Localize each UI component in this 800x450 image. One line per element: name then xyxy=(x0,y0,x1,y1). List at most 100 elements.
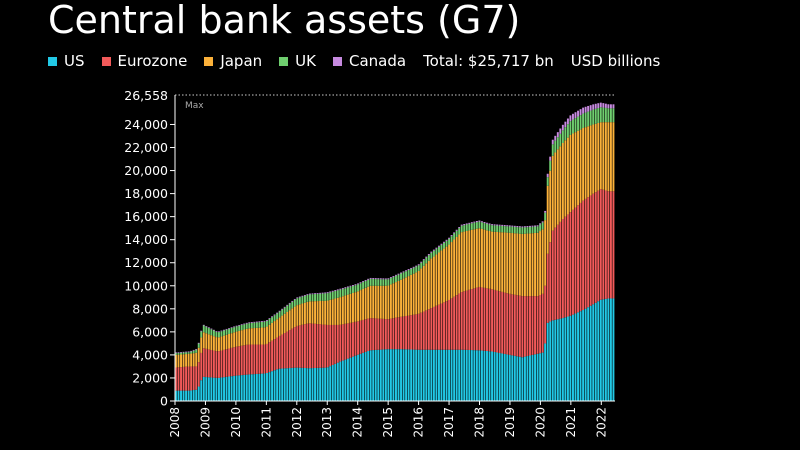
bar-uk-85 xyxy=(389,278,392,285)
bar-canada-126 xyxy=(493,224,496,226)
bar-japan-60 xyxy=(326,300,329,325)
bar-uk-106 xyxy=(443,242,445,249)
bar-eurozone-61 xyxy=(329,324,332,367)
bar-us-125 xyxy=(491,351,494,401)
bar-eurozone-97 xyxy=(420,312,423,350)
bar-canada-129 xyxy=(501,224,504,226)
bar-uk-157 xyxy=(572,119,574,134)
bar-eurozone-45 xyxy=(288,330,291,369)
bar-eurozone-54 xyxy=(311,323,314,369)
bar-us-133 xyxy=(511,355,514,401)
bar-japan-70 xyxy=(352,292,354,323)
bar-eurozone-166 xyxy=(594,192,597,303)
bar-canada-123 xyxy=(486,222,488,224)
bar-japan-32 xyxy=(255,327,258,345)
bar-uk-104 xyxy=(437,246,440,253)
bar-eurozone-70 xyxy=(352,322,354,357)
bar-eurozone-168 xyxy=(599,189,602,300)
bar-us-75 xyxy=(364,351,367,401)
bar-us-43 xyxy=(283,368,286,401)
bar-japan-121 xyxy=(480,228,483,288)
bar-canada-92 xyxy=(407,269,410,271)
bar-japan-40 xyxy=(276,319,279,338)
bar-japan-171 xyxy=(607,122,610,192)
bar-canada-136 xyxy=(518,226,521,228)
bar-uk-34 xyxy=(260,321,263,328)
bar-canada-48 xyxy=(296,297,299,299)
bar-canada-144 xyxy=(539,223,542,225)
bar-uk-114 xyxy=(463,225,466,232)
bar-canada-22 xyxy=(230,327,233,328)
bar-uk-3 xyxy=(182,352,185,355)
bar-eurozone-111 xyxy=(455,295,458,350)
bar-japan-20 xyxy=(225,334,228,350)
bar-eurozone-96 xyxy=(417,313,420,350)
bar-us-20 xyxy=(225,376,228,401)
bar-us-160 xyxy=(579,311,582,401)
bar-canada-154 xyxy=(564,121,567,128)
bar-japan-19 xyxy=(223,335,225,350)
bar-uk-17 xyxy=(217,332,220,338)
bar-us-104 xyxy=(437,349,440,401)
bar-eurozone-13 xyxy=(207,349,210,378)
bar-japan-165 xyxy=(592,124,595,194)
bar-canada-61 xyxy=(329,291,332,293)
bar-eurozone-56 xyxy=(316,324,319,368)
bar-canada-120 xyxy=(478,220,481,222)
bar-canada-16 xyxy=(215,331,218,332)
bar-uk-24 xyxy=(235,326,238,332)
bar-canada-59 xyxy=(324,292,327,294)
bar-uk-97 xyxy=(420,262,423,269)
bar-japan-123 xyxy=(486,230,488,289)
bar-uk-13 xyxy=(207,328,210,335)
x-tick-label-2019: 2019 xyxy=(503,407,517,438)
bar-uk-10 xyxy=(200,331,203,338)
bar-canada-8 xyxy=(195,348,198,350)
bar-us-116 xyxy=(468,349,471,401)
bar-eurozone-94 xyxy=(412,314,415,350)
bar-eurozone-36 xyxy=(266,343,268,373)
bar-eurozone-169 xyxy=(602,189,605,300)
bar-uk-152 xyxy=(559,133,562,147)
y-max-label: 26,558 xyxy=(124,88,168,103)
bar-japan-63 xyxy=(334,298,337,325)
legend-item-eurozone: Eurozone xyxy=(101,52,187,70)
bar-uk-82 xyxy=(382,279,385,286)
bar-eurozone-171 xyxy=(607,191,610,299)
bar-us-2 xyxy=(180,390,182,401)
bar-canada-70 xyxy=(352,285,354,286)
bar-eurozone-107 xyxy=(445,301,448,350)
bar-japan-75 xyxy=(364,287,367,320)
bar-japan-51 xyxy=(303,302,306,325)
bar-canada-138 xyxy=(523,226,526,228)
bar-eurozone-42 xyxy=(281,334,284,369)
bar-us-87 xyxy=(395,349,397,401)
bar-eurozone-101 xyxy=(430,308,433,350)
bar-eurozone-116 xyxy=(468,289,471,350)
bar-eurozone-88 xyxy=(397,317,400,350)
bar-uk-169 xyxy=(602,107,605,123)
bar-canada-41 xyxy=(278,310,281,312)
bar-canada-159 xyxy=(577,110,579,117)
bar-uk-94 xyxy=(412,267,415,274)
bar-canada-62 xyxy=(331,290,334,292)
bar-eurozone-103 xyxy=(435,305,438,350)
bar-uk-31 xyxy=(253,322,256,329)
bar-eurozone-8 xyxy=(195,366,198,390)
bar-canada-113 xyxy=(460,224,463,226)
bar-canada-28 xyxy=(245,322,248,324)
bar-uk-126 xyxy=(493,225,496,232)
bar-canada-133 xyxy=(511,225,514,227)
bar-eurozone-127 xyxy=(496,290,499,353)
bar-us-12 xyxy=(205,377,208,401)
bar-eurozone-158 xyxy=(574,207,577,314)
bar-japan-142 xyxy=(534,232,537,297)
bar-eurozone-11 xyxy=(202,348,205,377)
bar-japan-155 xyxy=(566,137,569,215)
bar-uk-56 xyxy=(316,293,319,302)
bar-us-145 xyxy=(541,352,544,401)
bar-eurozone-85 xyxy=(389,318,392,350)
bar-eurozone-98 xyxy=(422,311,425,350)
bar-eurozone-27 xyxy=(243,345,246,375)
bar-japan-160 xyxy=(579,129,582,203)
